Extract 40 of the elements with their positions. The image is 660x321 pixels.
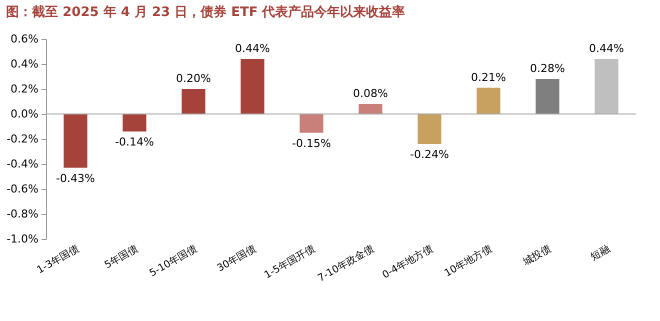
- bar: [240, 59, 264, 114]
- bar: [536, 79, 560, 114]
- bar: [122, 114, 146, 132]
- bar: [594, 59, 618, 114]
- data-label: -0.14%: [115, 136, 154, 148]
- y-tick-label: -0.6%: [6, 182, 38, 196]
- x-tick-label: 30年国债: [214, 242, 258, 274]
- bar: [476, 88, 500, 114]
- y-tick-label: -0.8%: [6, 208, 38, 220]
- x-tick-label: 短融: [588, 242, 612, 264]
- bar: [358, 104, 382, 114]
- data-label: 0.20%: [176, 72, 211, 85]
- bar: [64, 114, 88, 168]
- x-tick-label: 1-3年国债: [34, 242, 81, 276]
- x-tick-label: 10年地方债: [442, 242, 494, 280]
- y-tick-label: -1.0%: [6, 232, 38, 246]
- data-label: -0.43%: [56, 172, 95, 185]
- chart-title: 图：截至 2025 年 4 月 23 日，债券 ETF 代表产品今年以来收益率: [6, 4, 406, 20]
- x-tick-label: 5-10年国债: [147, 242, 199, 280]
- y-tick-label: -0.2%: [6, 132, 38, 146]
- y-tick-label: 0.0%: [10, 108, 38, 120]
- data-label: 0.28%: [530, 62, 565, 75]
- y-tick-label: 0.2%: [10, 82, 38, 96]
- y-tick-label: -0.4%: [6, 158, 38, 170]
- x-tick-label: 5年国债: [102, 242, 140, 272]
- bar: [182, 89, 206, 114]
- data-label: 0.21%: [471, 70, 506, 84]
- data-label: 0.44%: [235, 42, 270, 55]
- data-label: -0.24%: [410, 148, 449, 161]
- y-tick-label: 0.4%: [10, 58, 38, 70]
- bar: [418, 114, 442, 144]
- data-label: 0.08%: [353, 87, 388, 100]
- x-tick-label: 0-4年地方债: [380, 242, 435, 282]
- x-tick-label: 1-5年国开债: [262, 242, 317, 282]
- data-label: 0.44%: [589, 42, 624, 55]
- x-tick-label: 7-10年政金债: [316, 242, 376, 284]
- y-tick-label: 0.6%: [10, 32, 38, 46]
- data-label: -0.15%: [292, 136, 331, 150]
- bar: [300, 114, 324, 133]
- x-tick-label: 城投债: [520, 242, 553, 269]
